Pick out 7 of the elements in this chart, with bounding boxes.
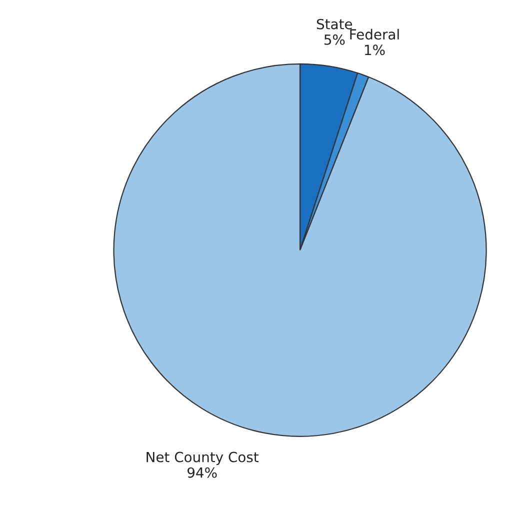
data-label: 5% xyxy=(324,34,345,45)
slice-label: Federal xyxy=(350,28,399,40)
data-label: 94% xyxy=(188,467,217,478)
pie-slice xyxy=(113,63,487,437)
data-label: 1% xyxy=(364,44,385,56)
slice-label: Net County Cost xyxy=(146,452,259,465)
slice-label: State xyxy=(316,18,352,30)
